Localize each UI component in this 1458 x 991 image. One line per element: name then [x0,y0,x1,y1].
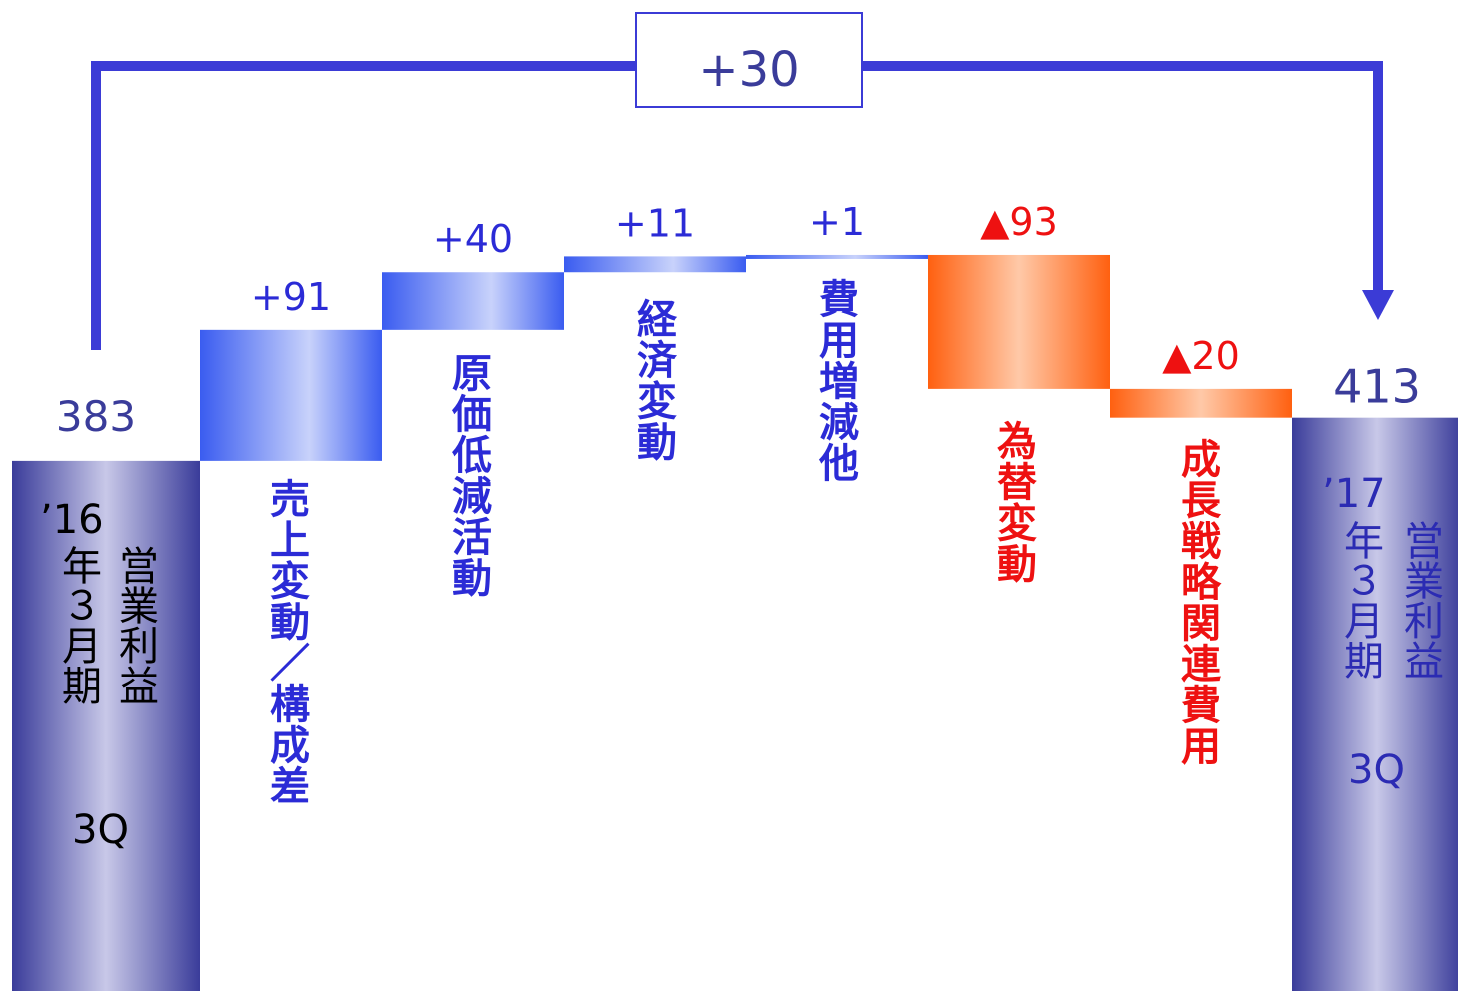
bracket-arrow-head [1362,290,1394,320]
category-label-expenses: 費用増減他 [812,278,858,483]
step-value-label: +40 [433,217,513,261]
waterfall-bar [382,272,564,330]
start-period-month: 年３月期 [55,545,101,705]
category-label-cost-reduction: 原価低減活動 [445,352,491,598]
step-value-label: +91 [251,275,331,319]
bars-layer [12,254,1458,991]
bracket-left-line [91,61,636,350]
start-metric-label: 営業利益 [112,545,158,705]
category-label-sales: 売上変動／構成差 [263,478,309,806]
step-value-label: +11 [615,201,695,245]
start-period-year: ’16 [40,497,104,543]
waterfall-bar [1110,388,1292,418]
category-label-growth: 成長戦略関連費用 [1174,438,1220,766]
step-value-label: ▲20 [1162,334,1240,378]
end-quarter-label: 3Q [1348,747,1405,793]
end-total-value: 413 [1333,360,1421,414]
total-change-bracket: +30 [91,12,1394,350]
bracket-right-line [862,61,1383,300]
waterfall-bar [200,329,382,461]
end-period-label: ’17 [1322,474,1386,514]
category-label-fx: 為替変動 [990,420,1036,584]
waterfall-bar [746,254,928,259]
end-metric-label: 営業利益 [1397,520,1443,680]
start-total-value: 383 [56,392,136,441]
step-value-label: ▲93 [980,200,1058,244]
start-quarter-label: 3Q [72,807,129,853]
step-value-label: +1 [809,200,865,244]
end-total-bar [1292,417,1458,991]
end-period-year: ’17 [1322,471,1386,517]
start-period-label: ’16 [40,500,104,540]
total-change-value: +30 [698,42,799,98]
total-change-box [635,12,863,108]
waterfall-bar [564,256,746,273]
value-labels: 383 +91 +40 +11 +1 ▲93 ▲20 413 [56,200,1421,441]
waterfall-bar [928,254,1110,389]
end-period-month: 年３月期 [1337,520,1383,680]
category-label-economic: 経済変動 [630,298,676,462]
start-total-bar [12,460,200,991]
